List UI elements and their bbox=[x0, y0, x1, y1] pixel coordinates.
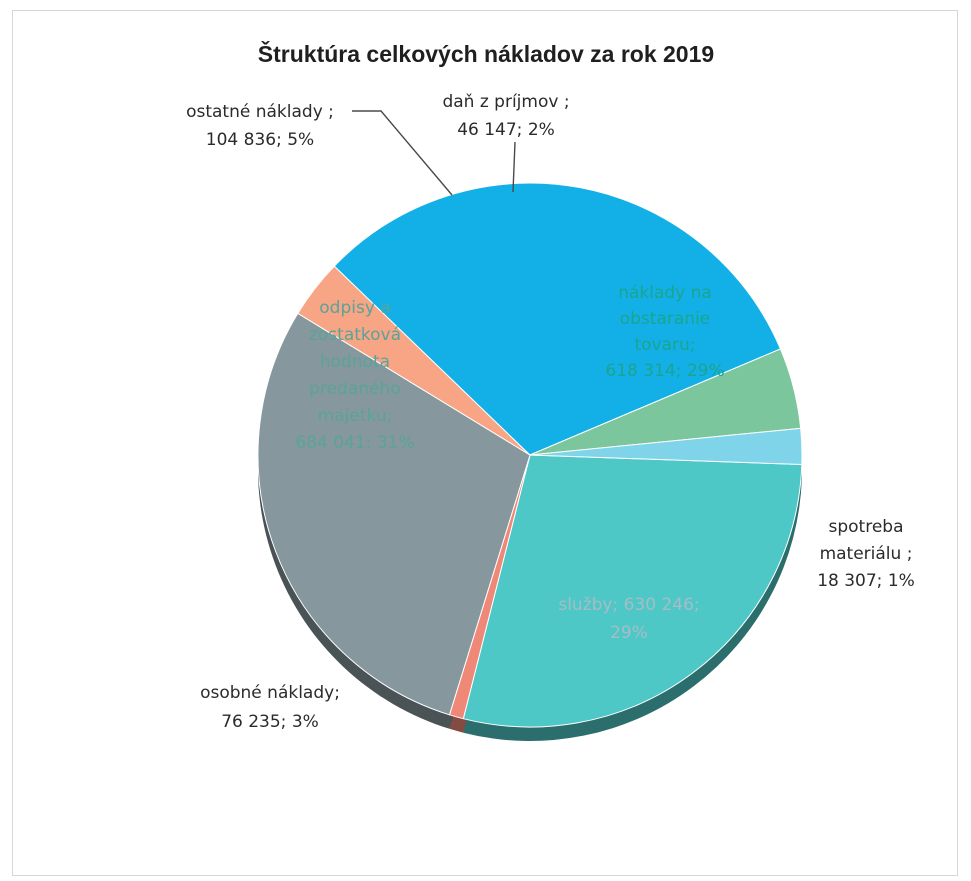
slice-label-line: materiálu ; bbox=[820, 544, 913, 564]
slice-label-line: 104 836; 5% bbox=[206, 130, 314, 150]
slice-label-line: 46 147; 2% bbox=[457, 120, 555, 140]
leader-lines bbox=[352, 110, 516, 196]
slice-label-line: 684 041; 31% bbox=[295, 433, 414, 453]
slice-label-line: daň z príjmov ; bbox=[442, 92, 569, 112]
slice-label: náklady na obstaranie tovaru; 618 314; 29% bbox=[605, 283, 724, 381]
slice-label-line: osobné náklady; bbox=[200, 683, 340, 703]
leader-line bbox=[512, 141, 516, 193]
pie-slice bbox=[333, 182, 782, 456]
slice-label-line: 76 235; 3% bbox=[221, 712, 319, 732]
slice-label-line: náklady na bbox=[618, 283, 712, 303]
slice-label: ostatné náklady ; 104 836; 5% bbox=[186, 102, 334, 150]
slice-label-line: zostatková bbox=[309, 325, 401, 345]
slice-label: osobné náklady; 76 235; 3% bbox=[200, 683, 340, 732]
slice-label-line: 18 307; 1% bbox=[817, 571, 915, 591]
slice-label-line: ostatné náklady ; bbox=[186, 102, 334, 122]
slice-label: odpisy a zostatková hodnota predaného majetk… bbox=[295, 298, 414, 453]
slice-label: služby; 630 246; 29% bbox=[558, 595, 699, 643]
slice-label-line: služby; 630 246; bbox=[558, 595, 699, 615]
pie-slice bbox=[462, 454, 803, 728]
leader-line bbox=[352, 110, 453, 196]
slice-label: spotreba materiálu ; 18 307; 1% bbox=[817, 517, 915, 591]
slice-label: daň z príjmov ; 46 147; 2% bbox=[442, 92, 569, 140]
slice-label-line: majetku; bbox=[318, 406, 393, 426]
slice-label-line: tovaru; bbox=[634, 335, 695, 355]
slice-label-line: spotreba bbox=[829, 517, 904, 537]
pie-slice bbox=[529, 427, 803, 466]
slice-label-line: 29% bbox=[610, 623, 648, 643]
slice-label-line: odpisy a bbox=[319, 298, 390, 318]
slice-labels: náklady na obstaranie tovaru; 618 314; 29% s… bbox=[186, 92, 915, 732]
pie-slices bbox=[257, 182, 803, 728]
slice-label-line: predaného bbox=[309, 379, 400, 399]
slice-label-line: hodnota bbox=[320, 352, 390, 372]
slice-label-line: obstaranie bbox=[620, 309, 711, 329]
slice-label-line: 618 314; 29% bbox=[605, 361, 724, 381]
chart-title: Štruktúra celkových nákladov za rok 2019 bbox=[258, 40, 714, 67]
